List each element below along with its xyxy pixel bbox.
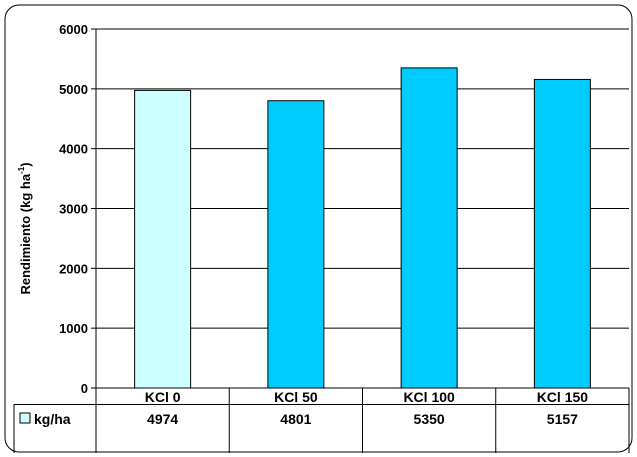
bar-kcl-50: [267, 100, 325, 389]
chart-frame: 0 1000 2000 3000 4000 5000 6000 Rendimiento (k…: [4, 4, 633, 453]
x-category-label: KCl 0: [145, 389, 181, 405]
data-table-value: 4974: [147, 411, 178, 427]
y-axis-ticks: 0 1000 2000 3000 4000 5000 6000: [59, 22, 96, 396]
y-tick-label: 5000: [59, 82, 88, 97]
bar-kcl-150: [533, 78, 591, 389]
data-table-value: 5350: [414, 411, 445, 427]
y-tick-label: 3000: [59, 202, 88, 217]
data-table: KCl 0 KCl 50 KCl 100 KCl 150 kg/ha 4974 4801 53…: [13, 387, 630, 453]
legend-swatch: [19, 412, 31, 424]
bars: [134, 67, 591, 389]
y-tick-label: 2000: [59, 261, 88, 276]
y-tick-label: 6000: [59, 22, 88, 37]
y-tick-label: 4000: [59, 142, 88, 157]
legend-series-name: kg/ha: [34, 411, 71, 427]
data-table-value: 5157: [547, 411, 578, 427]
data-table-value: 4801: [280, 411, 311, 427]
bar-kcl-100: [400, 67, 458, 389]
x-category-label: KCl 100: [403, 389, 455, 405]
x-category-label: KCl 50: [274, 389, 318, 405]
x-category-label: KCl 150: [537, 389, 589, 405]
y-tick-label: 1000: [59, 321, 88, 336]
y-axis-label: Rendimiento (kg ha-1): [17, 162, 33, 294]
bar-kcl-0: [134, 89, 192, 389]
y-tick-label: 0: [81, 381, 88, 396]
